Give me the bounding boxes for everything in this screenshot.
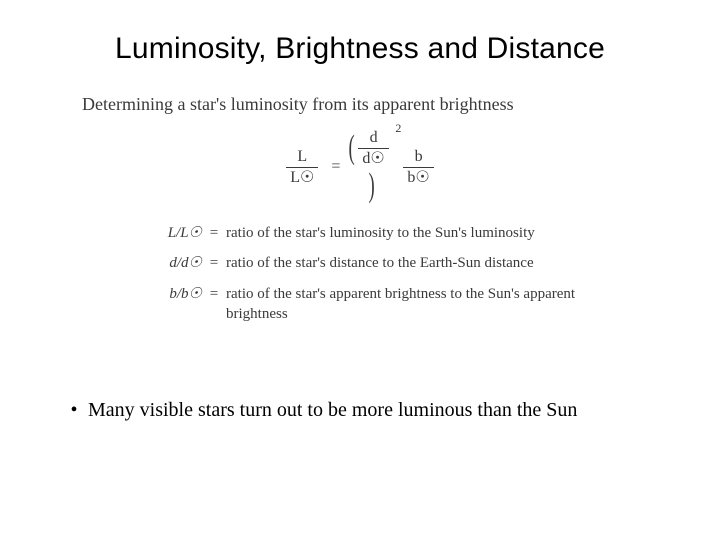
fraction-b-num: b xyxy=(403,148,433,168)
definition-lhs: b/b☉ xyxy=(140,284,202,304)
definition-eq: = xyxy=(202,223,226,243)
bullet-list: • Many visible stars turn out to be more… xyxy=(60,398,660,422)
boxed-section-heading: Determining a star's luminosity from its… xyxy=(82,94,660,115)
fraction-L: L L☉ xyxy=(286,148,318,186)
fraction-d-den: d☉ xyxy=(358,149,388,168)
definition-row: L/L☉ = ratio of the star's luminosity to… xyxy=(140,223,660,243)
definition-row: b/b☉ = ratio of the star's apparent brig… xyxy=(140,284,660,325)
fraction-b: b b☉ xyxy=(403,148,433,186)
fraction-L-num: L xyxy=(286,148,318,168)
slide: Luminosity, Brightness and Distance Dete… xyxy=(0,0,720,540)
right-paren-icon: ) xyxy=(369,167,375,205)
definition-eq: = xyxy=(202,253,226,273)
bullet-marker-icon: • xyxy=(60,398,88,422)
fraction-d: d d☉ xyxy=(358,129,388,167)
fraction-d-num: d xyxy=(358,129,388,149)
fraction-L-den: L☉ xyxy=(286,168,318,187)
fraction-b-den: b☉ xyxy=(403,168,433,187)
equals-sign: = xyxy=(331,158,340,175)
bullet-item: • Many visible stars turn out to be more… xyxy=(60,398,660,422)
parenthesized-ratio: ( d d☉ ) 2 xyxy=(350,129,393,205)
bullet-text: Many visible stars turn out to be more l… xyxy=(88,398,660,422)
left-paren-icon: ( xyxy=(349,129,355,167)
exponent: 2 xyxy=(395,121,401,136)
formula-display: L L☉ = ( d d☉ ) 2 b b☉ xyxy=(60,129,660,205)
definition-lhs: L/L☉ xyxy=(140,223,202,243)
definition-row: d/d☉ = ratio of the star's distance to t… xyxy=(140,253,660,273)
definition-eq: = xyxy=(202,284,226,304)
definition-rhs: ratio of the star's apparent brightness … xyxy=(226,284,660,325)
definition-rhs: ratio of the star's luminosity to the Su… xyxy=(226,223,660,243)
definitions-list: L/L☉ = ratio of the star's luminosity to… xyxy=(140,223,660,324)
definition-rhs: ratio of the star's distance to the Eart… xyxy=(226,253,660,273)
definition-lhs: d/d☉ xyxy=(140,253,202,273)
slide-title: Luminosity, Brightness and Distance xyxy=(60,32,660,66)
